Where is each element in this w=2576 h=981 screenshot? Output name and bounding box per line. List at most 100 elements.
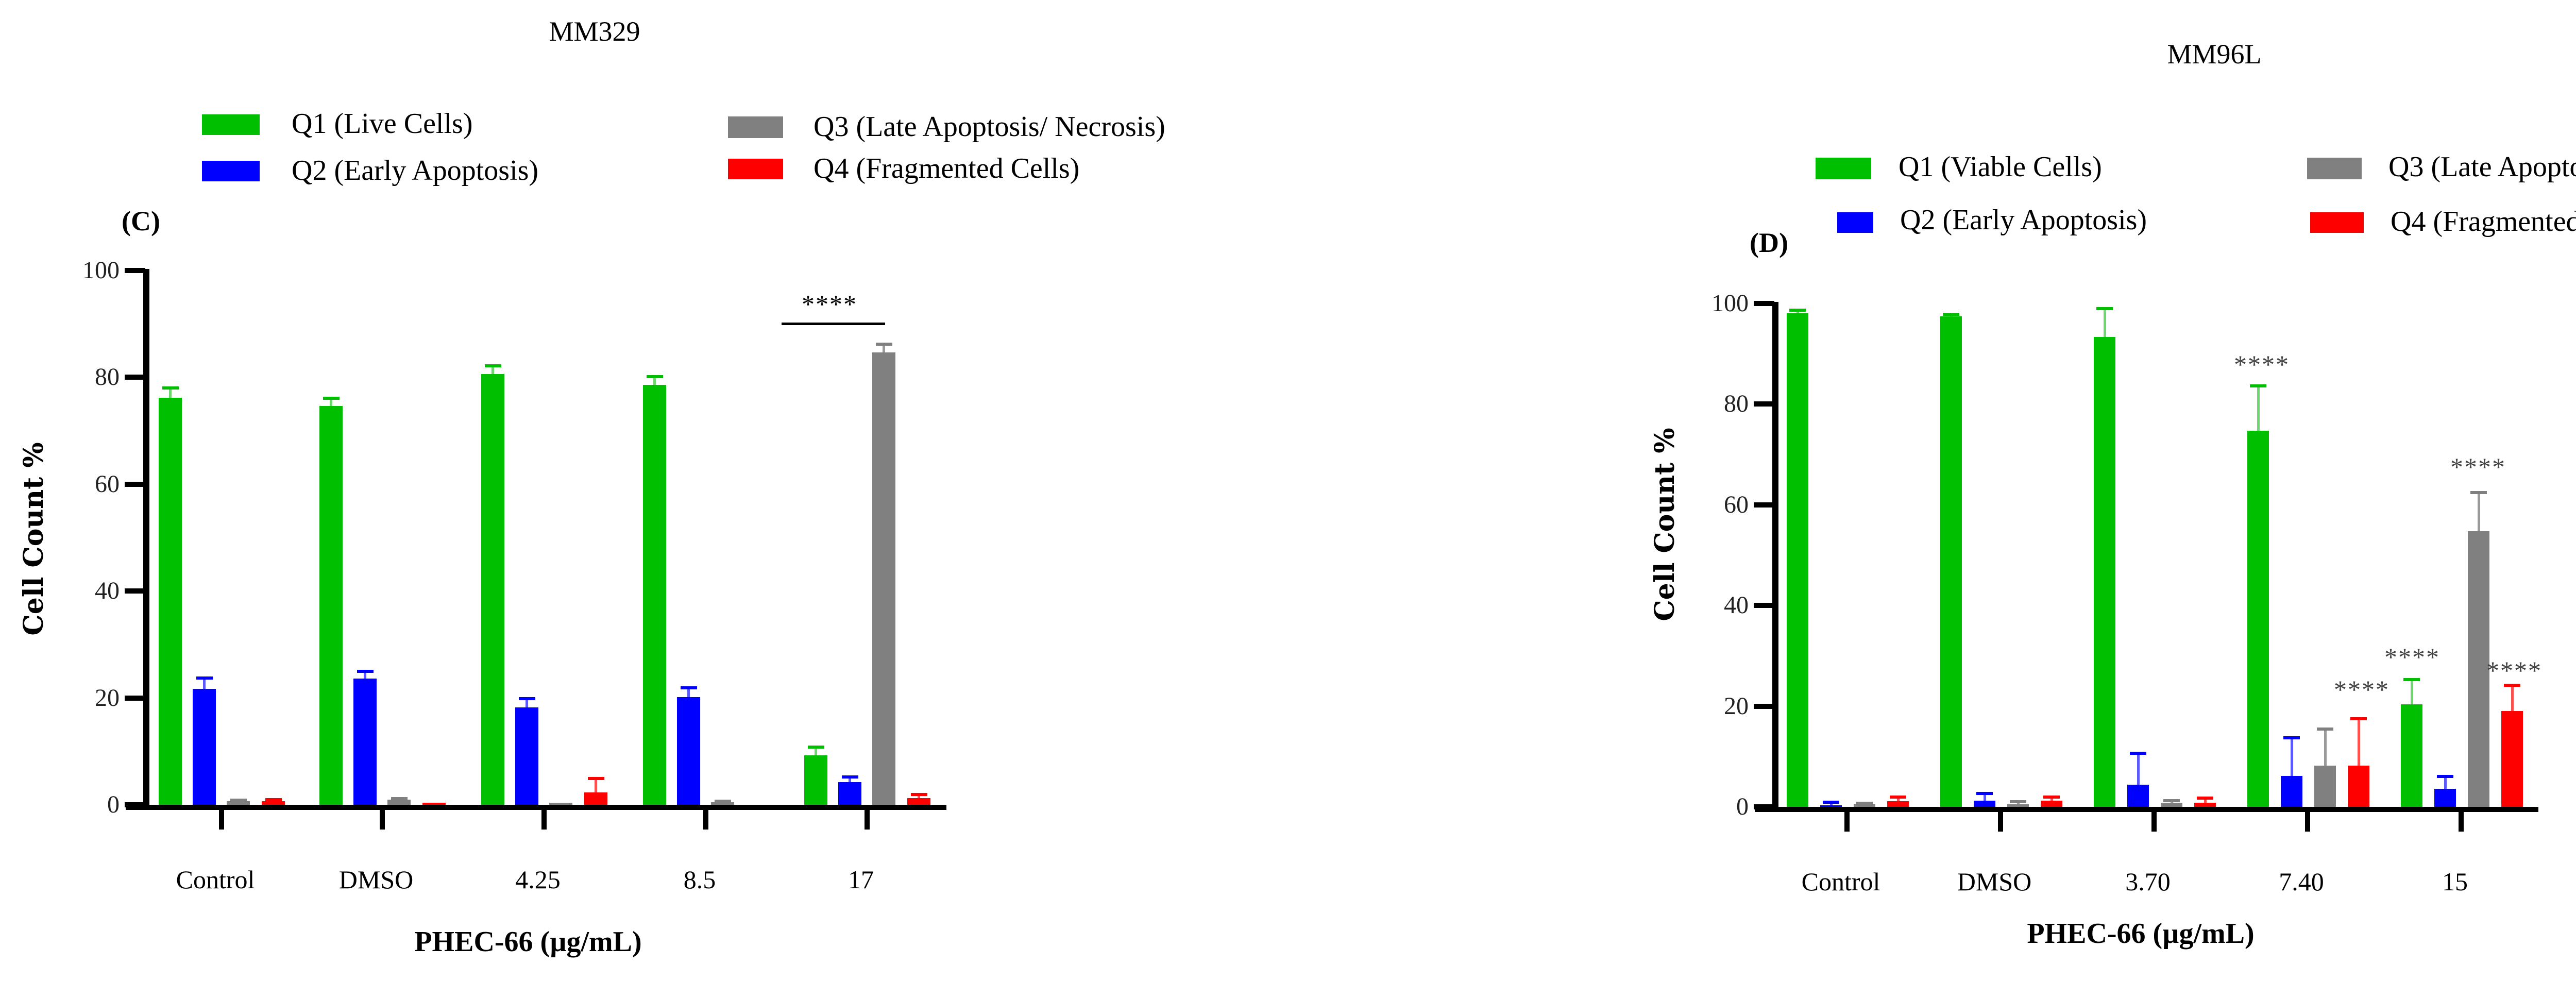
chart-c-y-axis-line [143, 269, 149, 809]
legend-label-q2: Q2 (Early Apoptosis) [1900, 204, 2147, 236]
chart-c-x-tick-label: 17 [848, 865, 874, 894]
chart-d-error-cap [2130, 752, 2146, 755]
chart-d-x-axis-line [1755, 807, 2538, 812]
chart-d-x-tick [1844, 812, 1850, 832]
legend-label-q1: Q1 (Viable Cells) [1899, 151, 2102, 183]
chart-d-y-tick-label: 0 [1736, 793, 1749, 820]
legend-swatch-q3 [2307, 158, 2362, 179]
chart-d-x-tick [1998, 812, 2003, 832]
chart-d-bar-q3 [2314, 765, 2336, 807]
chart-c-error-cap [841, 775, 858, 779]
chart-d-bar-q3 [2007, 804, 2029, 807]
legend-swatch-q3 [728, 116, 783, 138]
chart-d-y-axis-title: Cell Count % [1649, 428, 1681, 621]
chart-d-error-bar [2511, 685, 2514, 712]
chart-c-bar-q3 [872, 352, 895, 805]
chart-d-bar-q3 [1854, 804, 1875, 807]
chart-d-error-bar [2477, 493, 2480, 531]
chart-c-significance-line [782, 323, 885, 325]
chart-c-error-cap [587, 777, 604, 781]
chart-c-error-cap [680, 686, 697, 689]
chart-c-y-tick-label: 0 [107, 791, 120, 818]
chart-d-bar-q4 [2501, 711, 2523, 807]
legend-swatch-q4 [728, 159, 783, 179]
chart-c-y-tick [125, 695, 145, 701]
chart-c-error-cap [230, 798, 247, 802]
chart-d-bar-q4 [2194, 803, 2216, 807]
chart-c-bar-q2 [353, 679, 377, 805]
legend-label-q1: Q1 (Live Cells) [292, 108, 473, 140]
chart-c-y-tick [125, 481, 145, 487]
chart-d-error-cap [2163, 799, 2180, 803]
chart-c-error-bar [203, 678, 206, 689]
chart-c-x-tick-label: 4.25 [515, 865, 561, 894]
chart-c-x-tick [703, 810, 708, 830]
chart-d-bar-q2 [1974, 801, 1995, 807]
chart-d-bar-q1 [2094, 337, 2115, 807]
chart-d-significance-stars: **** [2486, 656, 2542, 685]
chart-d-x-axis-title: PHEC-66 (µg/mL) [2027, 918, 2255, 950]
chart-c-bar-q1 [804, 755, 827, 805]
chart-c-error-bar [849, 777, 851, 783]
legend-swatch-q1 [202, 114, 260, 135]
chart-c-panel-label: (C) [122, 206, 160, 236]
chart-c-error-bar [815, 747, 817, 755]
chart-d-error-cap [2043, 796, 2060, 799]
legend-label-q4: Q4 (Fragmented Cells) [2391, 206, 2576, 238]
legend-label-q3: Q3 (Late Apoptosis/Necrosis) [2388, 151, 2576, 183]
legend-swatch-q4 [2310, 212, 2364, 233]
legend-swatch-q1 [1816, 158, 1871, 179]
chart-c-error-cap [265, 798, 282, 801]
chart-d-error-cap [1789, 308, 1806, 312]
chart-c-x-axis-title: PHEC-66 (µg/mL) [414, 926, 642, 958]
chart-c-bar-q4 [584, 792, 607, 805]
chart-c-y-tick-label: 20 [95, 684, 120, 712]
chart-d-error-bar [2103, 308, 2106, 337]
chart-c-x-axis-line [126, 805, 946, 810]
chart-c-error-cap [910, 793, 927, 797]
chart-d-error-cap [2250, 384, 2266, 388]
chart-c-error-bar [526, 698, 528, 708]
chart-d-bar-q4 [2348, 765, 2369, 807]
chart-d-bar-q1 [2401, 704, 2422, 807]
chart-d-error-cap [2504, 683, 2520, 687]
chart-c-bar-q3 [387, 799, 411, 805]
chart-d-error-cap [2283, 736, 2300, 740]
chart-c-y-tick [125, 802, 145, 807]
chart-d-x-tick-label: DMSO [1957, 867, 2032, 896]
chart-d-error-bar [2137, 753, 2140, 785]
chart-c-x-tick-label: 8.5 [683, 865, 716, 894]
chart-c-significance-stars: **** [802, 290, 857, 318]
chart-c-error-cap [162, 386, 179, 390]
chart-d-error-cap [1890, 796, 1906, 799]
chart-d-bar-q4 [1887, 801, 1909, 807]
chart-c-title: MM329 [549, 16, 640, 47]
chart-c-error-cap [646, 375, 663, 379]
chart-d-y-tick [1754, 703, 1774, 709]
chart-d-bar-q1 [1940, 316, 1962, 807]
chart-d-x-tick-label: 3.70 [2125, 867, 2171, 896]
chart-c-bar-q4 [422, 802, 446, 805]
legend-label-q3: Q3 (Late Apoptosis/ Necrosis) [814, 111, 1165, 143]
chart-c-error-cap [518, 697, 535, 700]
chart-c-error-bar [653, 377, 656, 385]
legend-swatch-q2 [202, 161, 260, 181]
chart-c-bar-q1 [159, 397, 182, 805]
chart-d-x-tick [2151, 812, 2157, 832]
chart-d-y-tick-label: 60 [1724, 490, 1749, 518]
chart-d-bar-q3 [2468, 531, 2489, 807]
chart-c-bar-q4 [907, 798, 930, 805]
chart-c-bar-q1 [319, 406, 343, 805]
chart-d-y-tick [1754, 401, 1774, 407]
chart-d-error-bar [2410, 679, 2413, 704]
chart-d-error-bar [2444, 776, 2447, 789]
chart-d-bar-q1 [1787, 313, 1808, 807]
chart-d-error-bar [2050, 797, 2053, 801]
chart-d-significance-stars: **** [2334, 675, 2389, 704]
chart-c-x-tick [541, 810, 547, 830]
chart-c-bar-q2 [515, 707, 538, 805]
chart-c-error-bar [918, 794, 920, 798]
chart-d-y-tick [1754, 804, 1774, 809]
chart-c-error-cap [714, 799, 731, 803]
chart-c-bar-q3 [549, 802, 572, 805]
